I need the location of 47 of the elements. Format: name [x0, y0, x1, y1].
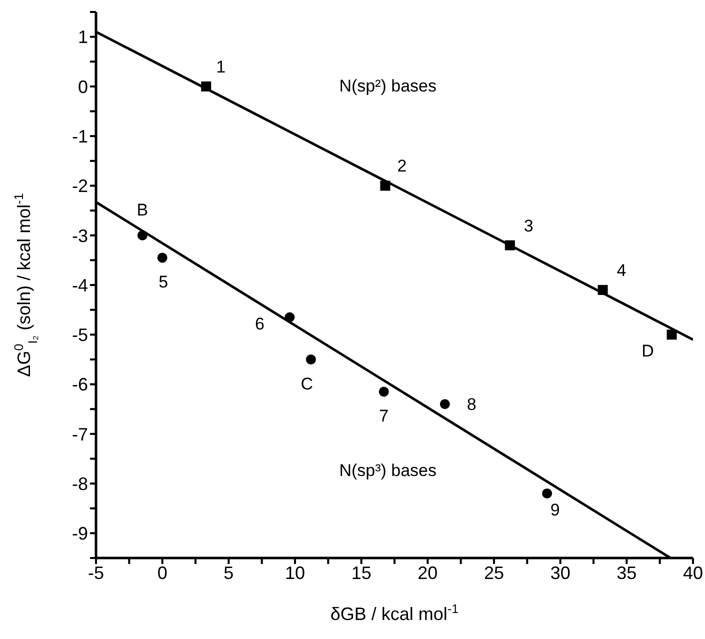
annotation: 1 [216, 57, 226, 76]
x-tick-label: 25 [484, 562, 504, 583]
point [380, 180, 390, 191]
point [284, 312, 295, 322]
y-tick-label: -5 [72, 325, 88, 346]
point [378, 386, 389, 397]
annotation: 6 [254, 314, 264, 334]
x-tick-label: 40 [682, 562, 704, 583]
x-tick-label: 5 [224, 562, 234, 583]
point [201, 81, 212, 92]
point [542, 488, 552, 498]
annotation: D [642, 342, 654, 361]
x-tick-label: 0 [157, 562, 168, 583]
y-tick-label: -7 [72, 424, 88, 444]
x-tick-label: 15 [351, 562, 372, 583]
y-tick-label: -4 [72, 275, 88, 296]
annotation: 9 [550, 500, 560, 520]
annotation: B [136, 200, 148, 220]
annotation: 7 [379, 406, 389, 426]
point [666, 330, 677, 340]
annotation: N(sp²) bases [339, 76, 437, 96]
y-tick-label: 1 [78, 27, 88, 48]
x-tick-label: 20 [418, 562, 438, 583]
y-tick-label: -1 [72, 126, 88, 146]
annotation: 3 [524, 216, 534, 236]
x-tick-label: 35 [616, 562, 637, 583]
annotation: 2 [397, 156, 407, 176]
y-tick-label: -2 [72, 176, 88, 196]
y-tick-label: -9 [72, 524, 88, 544]
point [157, 252, 168, 263]
y-tick-label: -6 [72, 374, 88, 395]
y-tick-label: -8 [72, 474, 88, 494]
annotation: 4 [616, 260, 626, 280]
point [440, 399, 450, 410]
point [137, 230, 148, 240]
annotation: 5 [158, 272, 168, 292]
y-tick-label: -3 [72, 226, 88, 246]
y-tick-label: 0 [78, 76, 88, 97]
annotation: 8 [466, 395, 476, 414]
annotation: C [300, 374, 314, 394]
point [306, 354, 316, 364]
x-axis-title: δGB / kcal mol$^{-1}$ [330, 602, 459, 624]
point [598, 284, 608, 295]
annotation: N(sp³) bases [339, 461, 437, 480]
x-tick-label: 30 [550, 562, 570, 583]
point [504, 240, 515, 250]
x-tick-label: 10 [284, 562, 306, 583]
